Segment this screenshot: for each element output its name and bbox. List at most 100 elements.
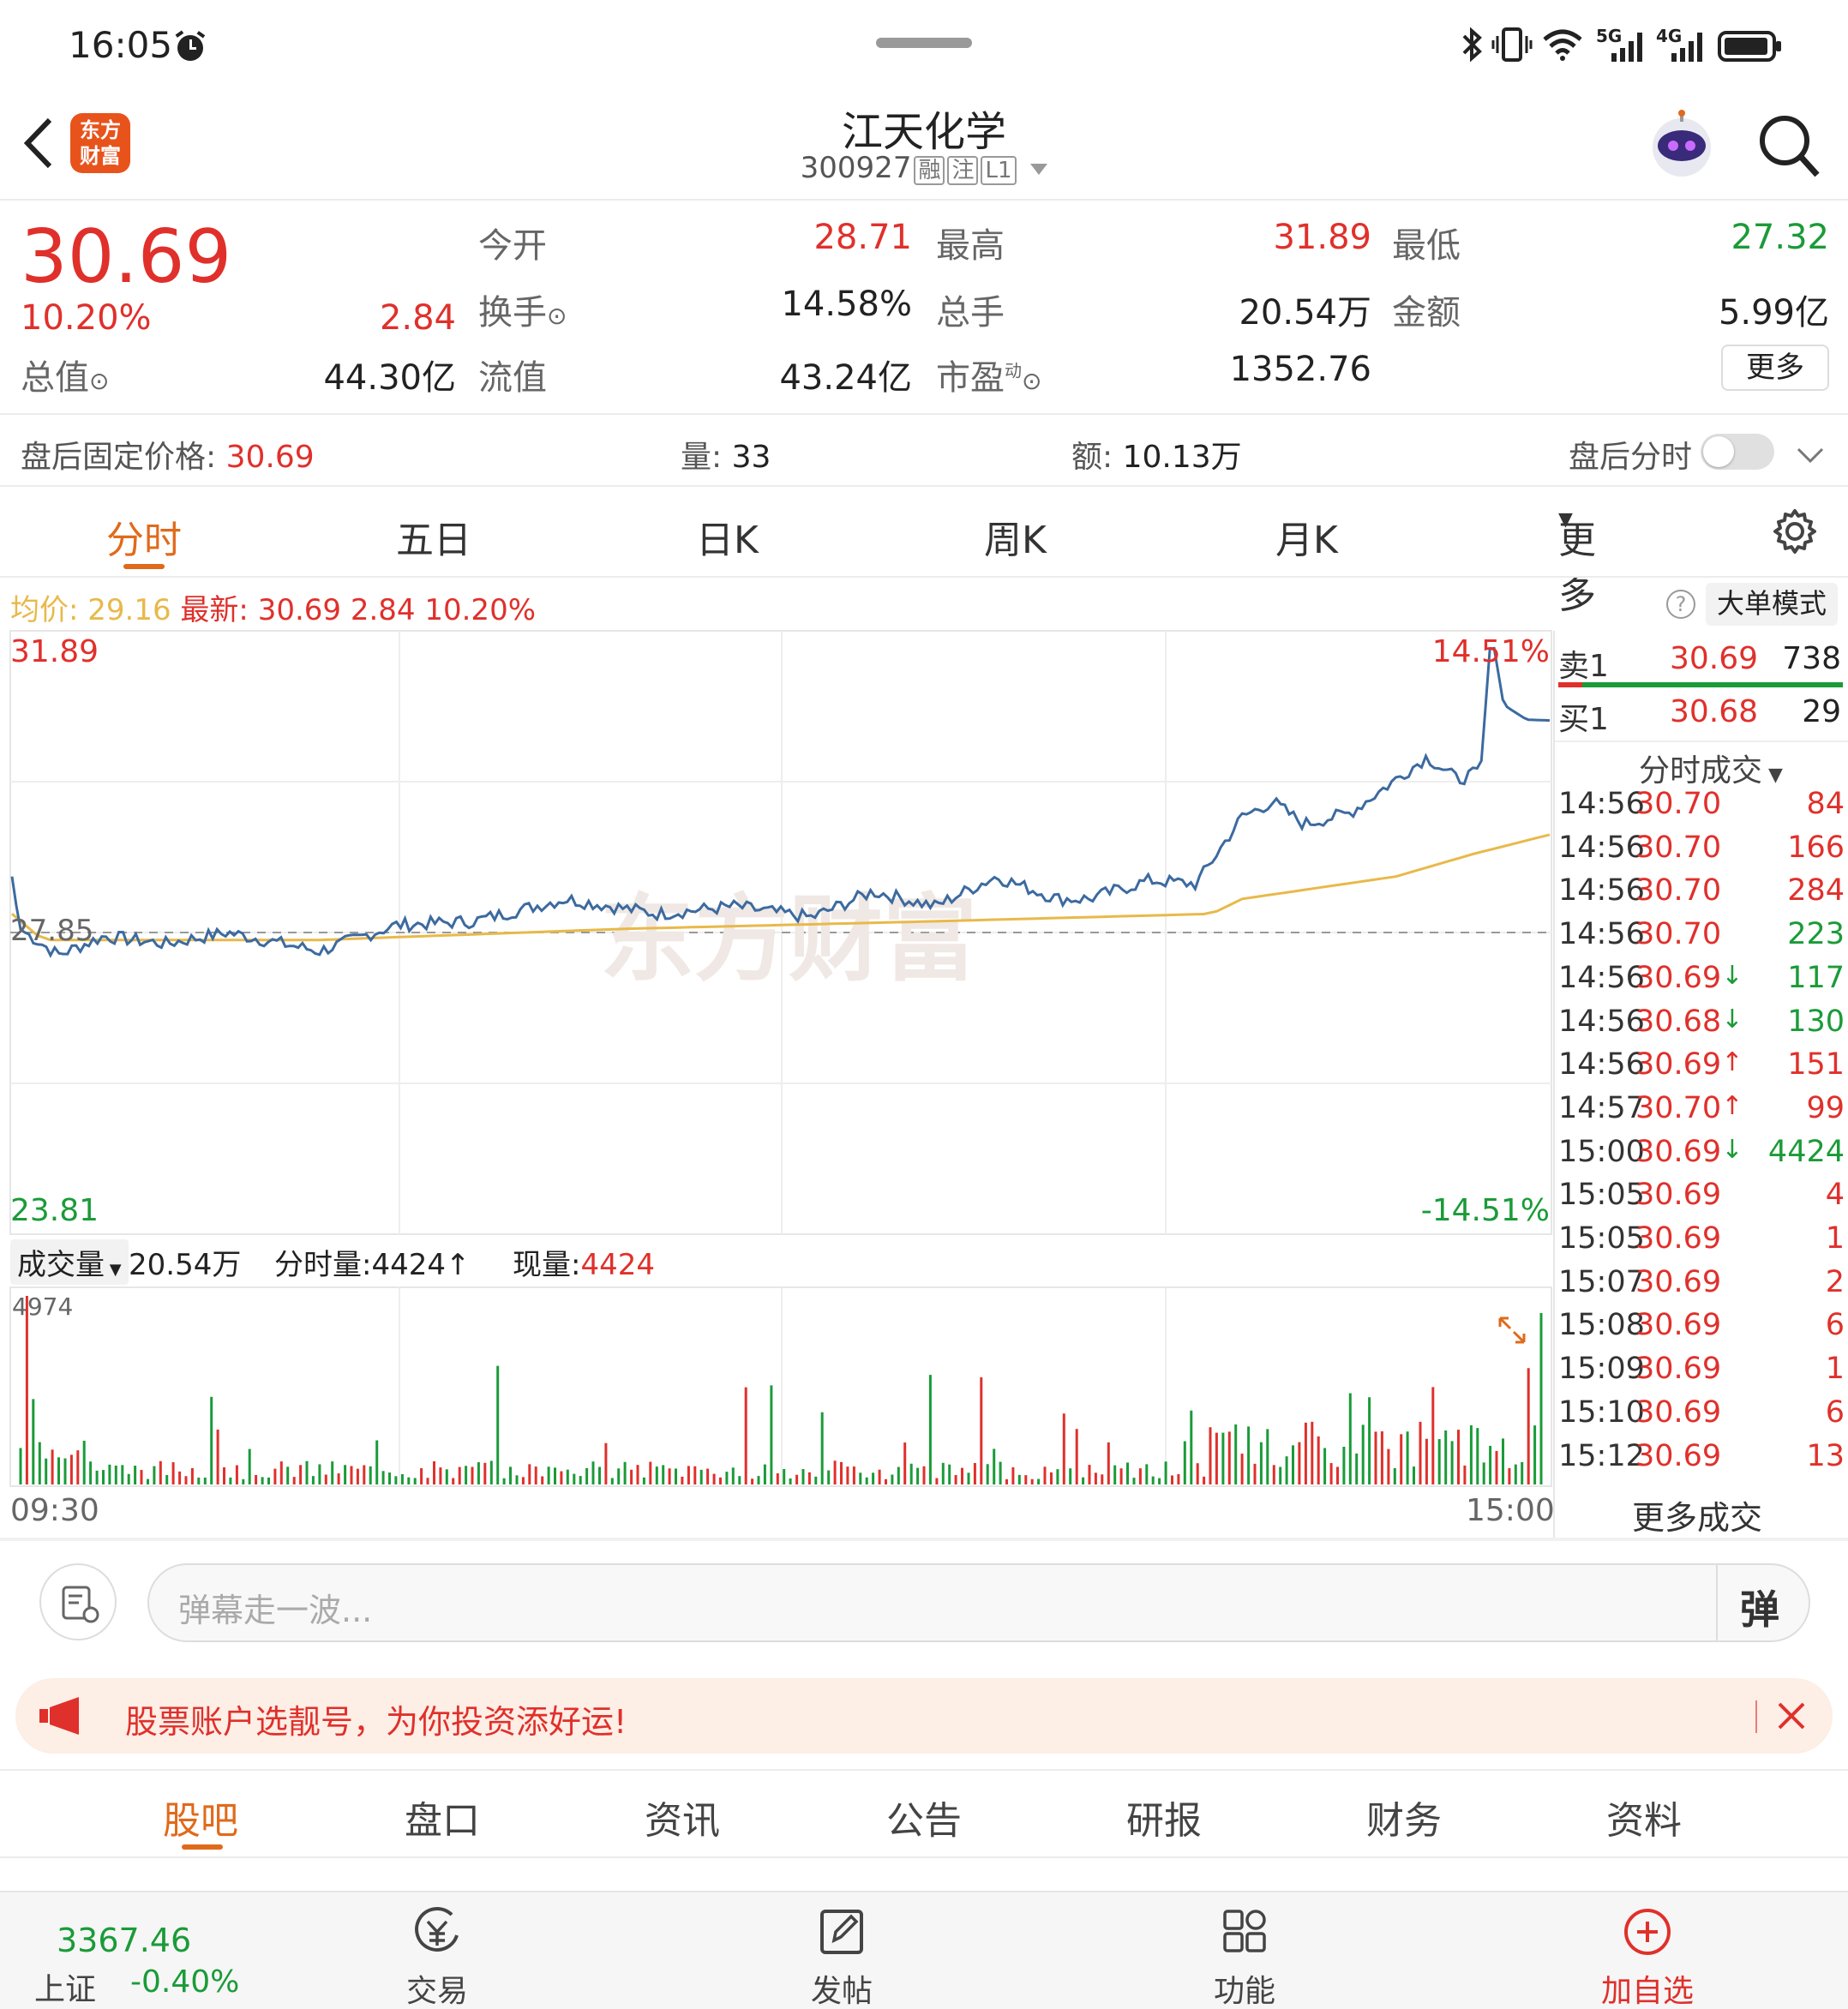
intraday-chart[interactable]: 东方财富 [0,629,1553,1529]
tab-forum[interactable]: 股吧 [163,1799,238,1843]
trade-price: 30.69 [1635,1308,1722,1343]
danmu-toggle-button[interactable]: 弹 [1740,1586,1779,1633]
trade-volume: 84 [1806,787,1845,821]
alarm-icon [173,29,207,67]
chart-summary: 均价: 29.16 最新: 30.69 2.84 10.20% [10,593,537,627]
trade-volume: 6 [1825,1308,1845,1343]
market-index[interactable]: 3367.46 上证 -0.40% [31,1904,254,2007]
help-icon[interactable]: ? [1666,590,1695,619]
nav-trade[interactable]: 交易 [386,1906,489,2009]
trade-time: 14:56 [1558,917,1645,952]
promo-banner[interactable]: 股票账户选靓号，为你投资添好运! [15,1678,1833,1754]
tab-order-book[interactable]: 盘口 [405,1799,480,1843]
tab-announcements[interactable]: 公告 [886,1799,962,1843]
after-hours-toggle[interactable] [1701,434,1774,470]
trade-row: 14:56 30.70 284 [1558,873,1848,916]
quote-panel: 30.69 10.20% 2.84 总值⊙ 44.30亿 今开 28.71 换手… [0,202,1848,411]
more-button[interactable]: 更多 [1721,345,1829,391]
app-logo[interactable]: 东方 财富 [70,113,130,173]
trade-volume: 223 [1787,917,1845,952]
trade-time: 15:12 [1558,1438,1645,1473]
trade-time: 14:56 [1558,830,1645,865]
trade-row: 15:07 30.69 2 [1558,1265,1848,1308]
tab-weekly-k[interactable]: 周K [984,519,1047,562]
stock-title: 江天化学 [841,108,1006,156]
order-book-divider [1555,741,1848,742]
content-tabs: 股吧 盘口 资讯 公告 研报 财务 资料 [0,1771,1848,1856]
float-value-label: 流值 [478,358,547,398]
trade-row: 15:08 30.69 6 [1558,1308,1848,1351]
trades-header[interactable]: 分时成交 ▼ [1639,753,1783,789]
chart-info-bar: 均价: 29.16 最新: 30.69 2.84 10.20% ? 大单模式 [0,578,1848,631]
tab-finance[interactable]: 财务 [1366,1799,1442,1843]
trade-time: 15:00 [1558,1134,1645,1169]
trade-price: 30.70 [1635,787,1722,821]
robot-assistant-icon[interactable] [1646,110,1718,185]
trade-volume: 6 [1825,1394,1845,1430]
trade-price: 30.69 [1635,1438,1722,1473]
close-icon[interactable] [1774,1699,1809,1736]
expand-icon[interactable] [1490,1308,1534,1352]
nav-functions[interactable]: 功能 [1193,1906,1296,2009]
volume-selector[interactable]: 成交量 ▼ [10,1239,129,1285]
order-book [1553,631,1848,1539]
total-value-label[interactable]: 总值⊙ [21,358,110,398]
trade-price: 30.69 [1635,1352,1722,1387]
vibrate-icon [1491,27,1533,65]
level1-badge: L1 [981,156,1017,185]
edit-icon [820,1910,863,1954]
low-value: 27.32 [1731,218,1829,257]
settings-gear-icon[interactable] [1771,507,1819,565]
search-icon[interactable] [1757,111,1822,183]
trade-price: 30.69 ↑ [1635,1047,1743,1082]
trade-time: 15:05 [1558,1178,1645,1213]
trade-price: 30.69 [1635,1394,1722,1430]
tab-five-day[interactable]: 五日 [396,519,471,562]
trade-price: 30.69 [1635,1264,1722,1299]
bottom-nav: 3367.46 上证 -0.40% 交易 发帖 功能 加自选 [0,1891,1848,2009]
more-trades-button[interactable]: 更多成交 [1632,1499,1763,1537]
trade-volume: 99 [1806,1090,1845,1125]
trade-volume: 151 [1787,1047,1845,1082]
trade-volume: 1 [1825,1221,1845,1256]
trade-volume: 130 [1787,1004,1845,1039]
trade-time: 14:56 [1558,1004,1645,1039]
trade-time: 14:57 [1558,1090,1645,1125]
trade-time: 15:05 [1558,1221,1645,1256]
tab-profile[interactable]: 资料 [1606,1799,1682,1843]
tab-intraday[interactable]: 分时 [106,519,182,562]
back-icon[interactable] [19,115,57,175]
tab-news[interactable]: 资讯 [645,1799,720,1843]
comment-input[interactable]: 弹幕走一波... 弹 [147,1563,1810,1642]
tab-daily-k[interactable]: 日K [696,519,759,562]
volume-total: 20.54万 [129,1248,242,1282]
trade-time: 15:09 [1558,1352,1645,1387]
prev-close-label: 27.85 [10,914,94,948]
trade-row: 14:56 30.69 ↓ 117 [1558,961,1848,1004]
content-tab-indicator [182,1844,223,1850]
trade-volume: 4424 [1767,1134,1845,1169]
nav-post[interactable]: 发帖 [790,1906,893,2009]
tab-research[interactable]: 研报 [1126,1799,1202,1843]
volume-label: 总手 [936,293,1005,333]
big-order-mode-button[interactable]: 大单模式 [1706,583,1838,626]
chart-tabs: 分时 五日 日K 周K 月K 更多 ▼ [0,487,1848,617]
tab-monthly-k[interactable]: 月K [1275,519,1338,562]
nav-add-watchlist[interactable]: 加自选 [1587,1906,1707,2009]
registration-badge: 注 [947,156,979,185]
amount-label: 金额 [1392,293,1461,333]
tick-volume: 分时量:4424↑ [274,1248,471,1282]
after-hours-amount: 额: 10.13万 [1071,440,1242,475]
stock-code-line[interactable]: 300927 融注 L1 [753,151,1095,185]
pe-label[interactable]: 市盈动⊙ [936,358,1042,398]
trade-time: 14:56 [1558,960,1645,995]
trade-row: 14:57 30.70 ↑ 99 [1558,1091,1848,1134]
comment-list-icon[interactable] [39,1563,117,1640]
chevron-down-icon[interactable] [1795,439,1826,474]
trade-time: 15:08 [1558,1308,1645,1343]
grid-icon [1223,1910,1266,1952]
turnover-label[interactable]: 换手⊙ [478,293,567,333]
info-icon: ⊙ [1022,367,1042,395]
plus-circle-icon [1624,1909,1671,1955]
trade-time: 14:56 [1558,787,1645,821]
